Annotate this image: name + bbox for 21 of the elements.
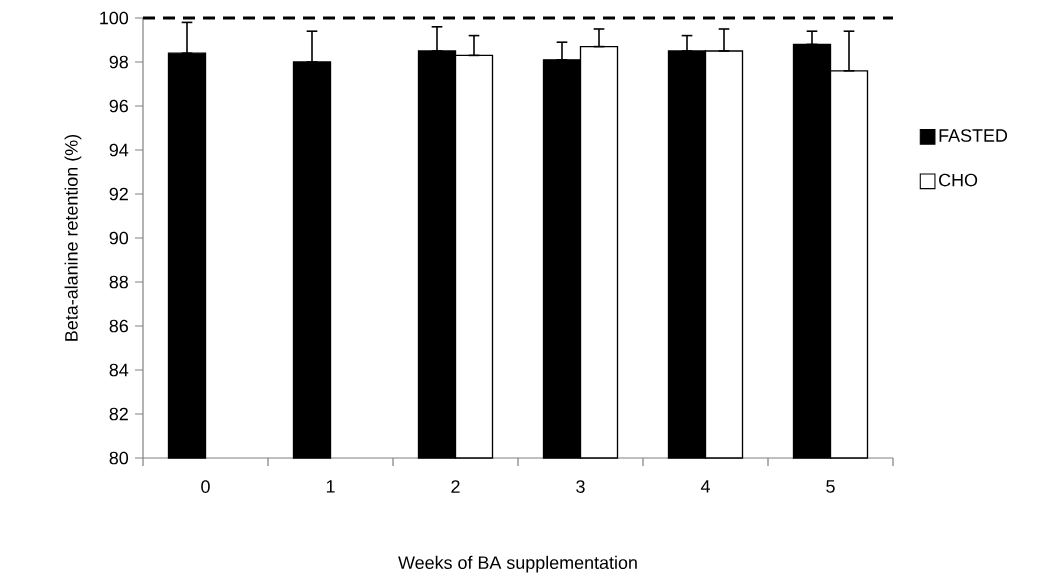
x-tick-label: 0 [201, 480, 210, 494]
x-tick-label: 3 [576, 480, 585, 494]
x-tick-label: 1 [326, 480, 335, 493]
y-tick-label: 82 [109, 407, 128, 421]
y-tick-label: 94 [109, 143, 129, 157]
y-tick-label: 88 [109, 275, 128, 289]
legend-label: FASTED [939, 129, 1008, 143]
y-tick-label: 86 [109, 319, 128, 333]
legend-label: CHO [939, 173, 978, 187]
x-tick-label: 2 [451, 480, 460, 493]
y-tick-label: 98 [109, 55, 128, 69]
y-tick-label: 84 [109, 363, 129, 377]
y-tick-label: 90 [109, 231, 129, 245]
y-tick-label: 80 [109, 451, 129, 465]
x-axis-title: Weeks of BA supplementation [398, 556, 637, 573]
x-tick-label: 5 [826, 480, 835, 493]
y-tick-label: 100 [100, 11, 129, 25]
y-axis-title: Beta-alanine retention (%) [64, 135, 82, 341]
y-tick-label: 92 [109, 187, 128, 201]
y-tick-label: 96 [109, 99, 128, 113]
x-tick-label: 4 [700, 480, 710, 493]
